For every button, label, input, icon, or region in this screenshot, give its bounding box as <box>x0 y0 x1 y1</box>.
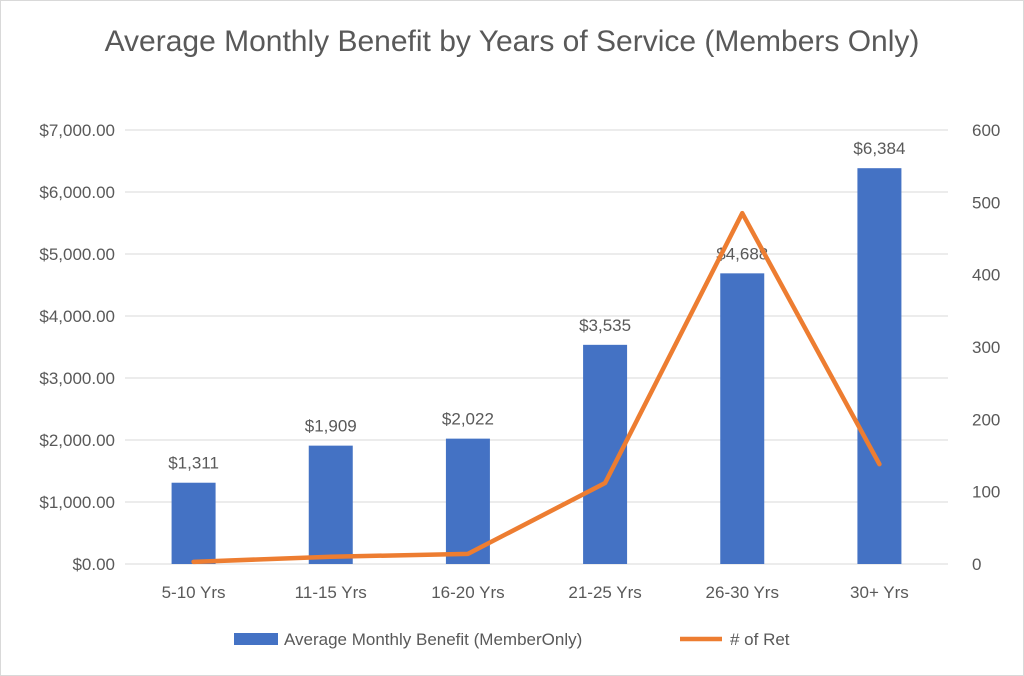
right-tick-label: 0 <box>972 555 981 574</box>
category-label: 11-15 Yrs <box>295 583 367 602</box>
legend-label-bar: Average Monthly Benefit (MemberOnly) <box>284 630 582 649</box>
legend-swatch-bar <box>234 633 278 645</box>
bar <box>445 438 490 564</box>
bar-data-label: $1,909 <box>305 417 357 436</box>
category-label: 21-25 Yrs <box>568 583 641 602</box>
bar-data-label: $6,384 <box>853 139 905 158</box>
line-series <box>191 210 882 565</box>
category-label: 30+ Yrs <box>850 583 909 602</box>
category-label: 5-10 Yrs <box>162 583 226 602</box>
bar-data-label: $1,311 <box>168 454 219 473</box>
bar-data-label: $4,688 <box>716 244 768 263</box>
bar <box>857 168 902 564</box>
bar <box>308 445 353 564</box>
left-tick-label: $2,000.00 <box>39 431 115 450</box>
left-tick-label: $1,000.00 <box>39 493 115 512</box>
category-label: 16-20 Yrs <box>431 583 504 602</box>
category-label: 26-30 Yrs <box>706 583 779 602</box>
left-tick-label: $3,000.00 <box>39 369 115 388</box>
right-tick-label: 500 <box>972 193 1000 212</box>
legend-label-line: # of Ret <box>730 630 790 649</box>
bar-data-label: $3,535 <box>579 316 631 335</box>
right-tick-label: 600 <box>972 121 1000 140</box>
chart-title: Average Monthly Benefit by Years of Serv… <box>104 25 920 58</box>
right-tick-label: 200 <box>972 410 1000 429</box>
right-tick-label: 300 <box>972 338 1000 357</box>
right-tick-label: 400 <box>972 266 1000 285</box>
right-tick-label: 100 <box>972 483 1000 502</box>
left-tick-label: $0.00 <box>72 555 115 574</box>
left-tick-label: $4,000.00 <box>39 307 115 326</box>
bar-data-label: $2,022 <box>442 410 494 429</box>
left-tick-label: $5,000.00 <box>39 245 115 264</box>
bar <box>720 273 765 564</box>
left-tick-label: $7,000.00 <box>39 121 115 140</box>
bar <box>171 482 216 564</box>
left-tick-label: $6,000.00 <box>39 183 115 202</box>
